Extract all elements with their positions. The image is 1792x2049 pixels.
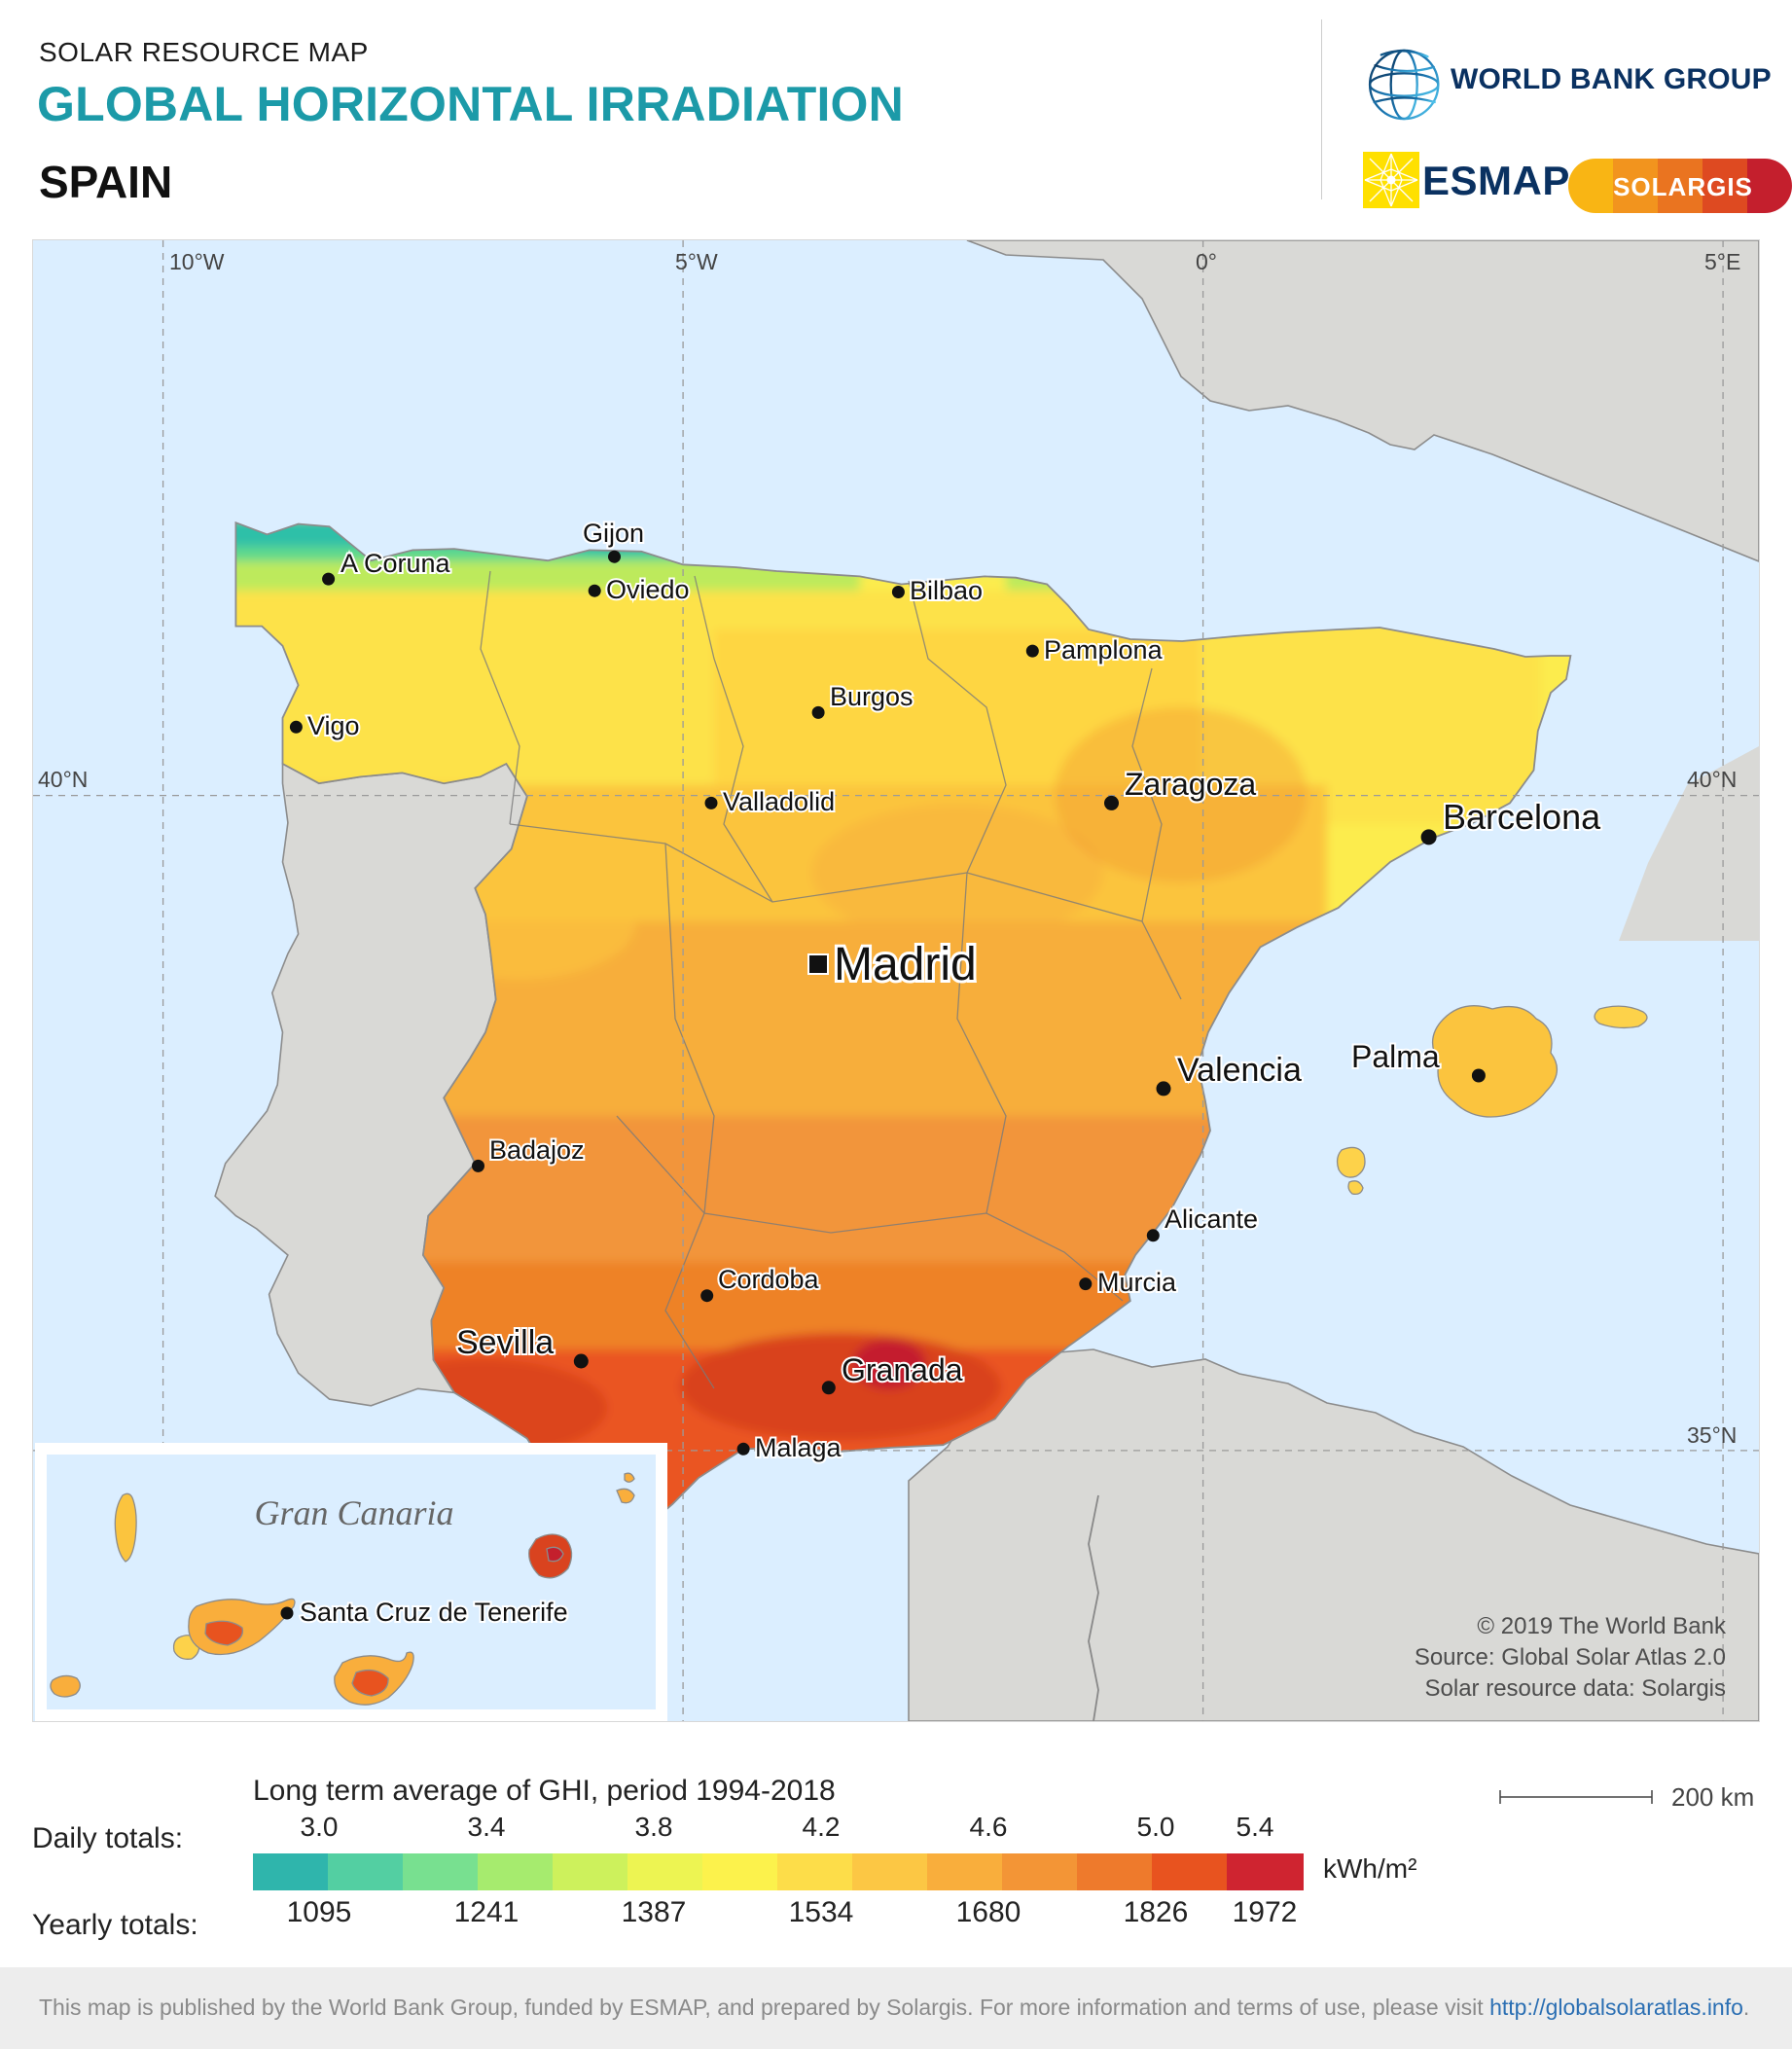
svg-text:Murcia: Murcia [1097,1268,1177,1297]
svg-text:Cordoba: Cordoba [718,1265,820,1294]
svg-text:1826: 1826 [1124,1896,1189,1928]
svg-text:1534: 1534 [789,1896,854,1928]
svg-text:Malaga: Malaga [755,1433,842,1462]
svg-text:© 2019 The World Bank: © 2019 The World Bank [1477,1613,1727,1639]
svg-text:Madrid: Madrid [834,939,977,990]
svg-text:Source: Global Solar Atlas 2.0: Source: Global Solar Atlas 2.0 [1415,1644,1726,1671]
svg-text:3.0: 3.0 [301,1812,339,1842]
svg-text:Gijon: Gijon [583,519,644,548]
svg-text:Barcelona: Barcelona [1443,797,1601,837]
svg-text:1680: 1680 [956,1896,1021,1928]
svg-text:Valladolid: Valladolid [723,787,835,816]
svg-text:Solar resource data: Solargis: Solar resource data: Solargis [1425,1675,1727,1702]
svg-text:Bilbao: Bilbao [910,576,983,605]
svg-text:A Coruna: A Coruna [340,549,451,578]
svg-text:5.4: 5.4 [1236,1812,1274,1842]
svg-text:5.0: 5.0 [1137,1812,1175,1842]
svg-text:Santa Cruz de Tenerife: Santa Cruz de Tenerife [300,1598,568,1627]
svg-text:1095: 1095 [287,1896,352,1928]
svg-text:5°E: 5°E [1704,249,1740,274]
svg-text:Sevilla: Sevilla [456,1324,554,1361]
svg-text:Granada: Granada [842,1352,963,1387]
svg-text:1387: 1387 [622,1896,687,1928]
svg-text:1241: 1241 [454,1896,520,1928]
svg-text:0°: 0° [1196,249,1217,274]
svg-text:Alicante: Alicante [1165,1204,1258,1234]
svg-text:Vigo: Vigo [307,711,360,740]
svg-text:Oviedo: Oviedo [606,575,690,604]
svg-text:40°N: 40°N [1687,767,1737,792]
svg-text:40°N: 40°N [38,767,88,792]
svg-text:4.6: 4.6 [970,1812,1008,1842]
svg-text:Pamplona: Pamplona [1044,635,1164,665]
svg-text:SOLARGIS: SOLARGIS [1613,172,1753,201]
svg-text:Badajoz: Badajoz [489,1135,585,1165]
svg-text:5°W: 5°W [675,249,718,274]
svg-text:3.8: 3.8 [635,1812,673,1842]
svg-text:Burgos: Burgos [830,682,914,711]
svg-text:3.4: 3.4 [468,1812,506,1842]
svg-text:Valencia: Valencia [1177,1052,1302,1089]
svg-text:1972: 1972 [1233,1896,1298,1928]
svg-text:Gran Canaria: Gran Canaria [254,1493,453,1532]
svg-text:Palma: Palma [1351,1039,1440,1074]
svg-text:10°W: 10°W [169,249,225,274]
svg-text:35°N: 35°N [1687,1422,1737,1448]
svg-text:4.2: 4.2 [803,1812,841,1842]
svg-text:Zaragoza: Zaragoza [1125,767,1256,802]
